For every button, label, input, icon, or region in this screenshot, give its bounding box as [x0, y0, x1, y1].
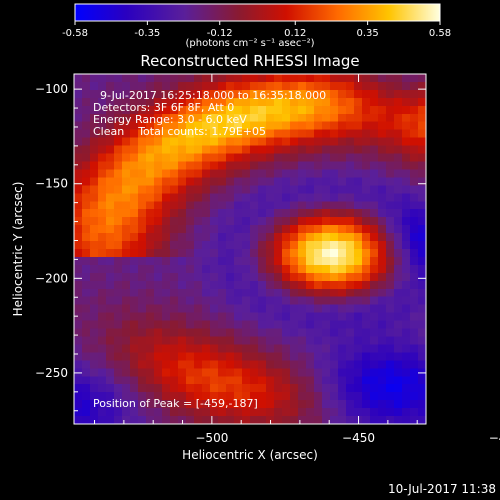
annotation-time-range: 9-Jul-2017 16:25:18.000 to 16:35:18.000 — [100, 89, 327, 102]
annotation-detectors: Detectors: 3F 6F 8F, Att 0 — [93, 101, 235, 114]
chart-title: Reconstructed RHESSI Image — [140, 52, 360, 70]
colorbar-tick-label: -0.35 — [134, 28, 160, 39]
colorbar-tick-label: 0.58 — [429, 28, 451, 39]
y-tick-label: −100 — [35, 82, 68, 96]
y-tick-label: −250 — [35, 366, 68, 380]
colorbar-ticks: -0.58 -0.35 -0.12 0.12 0.35 0.58 — [62, 21, 451, 39]
colorbar-tick-label: -0.12 — [207, 28, 233, 39]
colorbar-tick-label: 0.35 — [356, 28, 378, 39]
colorbar-tick-label: 0.12 — [284, 28, 306, 39]
y-tick-label: −200 — [35, 271, 68, 285]
plot-frame — [73, 73, 427, 425]
heatmap-canvas — [74, 74, 426, 424]
x-tick-label: −400 — [489, 431, 500, 445]
colorbar-tick-label: -0.58 — [62, 28, 88, 39]
colorbar-gradient — [74, 3, 441, 22]
colorbar-unit-label: (photons cm⁻² s⁻¹ asec⁻²) — [185, 38, 315, 49]
y-tick-label: −150 — [35, 177, 68, 191]
x-axis-label: Heliocentric X (arcsec) — [182, 448, 318, 462]
x-tick-label: −500 — [195, 431, 228, 445]
heatmap-area — [74, 74, 426, 424]
colorbar: -0.58 -0.35 -0.12 0.12 0.35 0.58 — [62, 3, 451, 39]
annotation-peak: Position of Peak = [-459,-187] — [93, 397, 258, 410]
annotation-clean: Clean Total counts: 1.79E+05 — [93, 125, 267, 138]
x-axis-ticks: −500 −450 −400 — [94, 74, 500, 445]
annotation-energy: Energy Range: 3.0 - 6.0 keV — [93, 113, 247, 126]
y-axis-label: Heliocentric Y (arcsec) — [11, 181, 25, 317]
y-axis-ticks: −100 −150 −200 −250 — [35, 82, 426, 412]
x-tick-label: −450 — [342, 431, 375, 445]
timestamp: 10-Jul-2017 11:38 — [387, 482, 496, 496]
